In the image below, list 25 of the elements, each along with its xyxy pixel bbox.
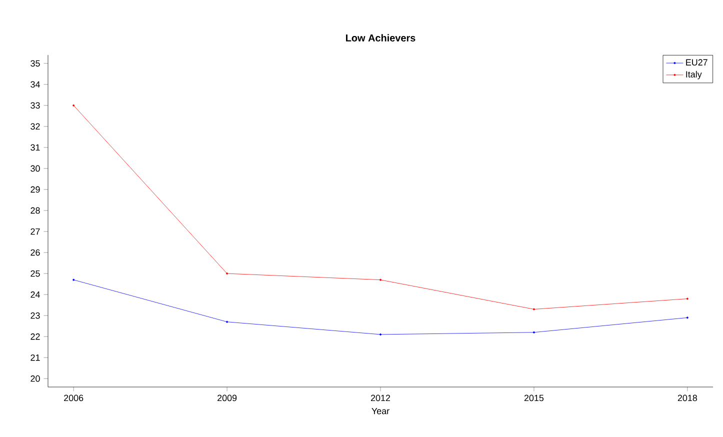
legend-label: EU27 <box>686 59 708 66</box>
y-tick-label: 26 <box>30 249 40 256</box>
x-tick-label: 2012 <box>370 394 390 402</box>
y-tick-label: 20 <box>30 375 40 382</box>
legend-label: Italy <box>686 70 702 80</box>
y-tick-label: 30 <box>30 165 40 172</box>
x-tick-label: 2006 <box>64 394 84 402</box>
y-tick-label: 21 <box>30 354 40 361</box>
x-tick-label: 2015 <box>524 394 544 402</box>
y-tick-label: 29 <box>30 186 40 193</box>
y-tick-label: 28 <box>30 207 40 214</box>
y-tick-label: 35 <box>30 60 40 67</box>
y-tick-label: 23 <box>30 312 40 319</box>
chart-title: Low Achievers <box>346 34 416 42</box>
y-tick-label: 22 <box>30 333 40 340</box>
y-tick-label: 32 <box>30 123 40 130</box>
x-tick-label: 2018 <box>678 394 698 402</box>
y-tick-label: 27 <box>30 228 40 235</box>
x-axis-title: Year <box>372 408 390 414</box>
y-tick-label: 24 <box>30 291 40 298</box>
y-tick-label: 31 <box>30 144 40 151</box>
y-tick-label: 25 <box>30 270 40 277</box>
x-tick-label: 2009 <box>218 394 237 402</box>
y-tick-label: 33 <box>30 102 40 109</box>
y-tick-label: 34 <box>30 81 40 88</box>
